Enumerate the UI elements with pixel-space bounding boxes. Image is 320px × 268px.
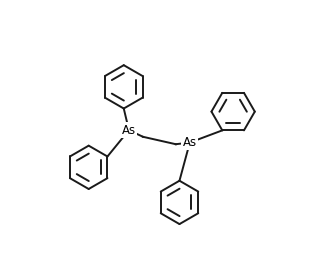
Text: As: As <box>183 136 197 149</box>
Text: As: As <box>122 124 136 137</box>
